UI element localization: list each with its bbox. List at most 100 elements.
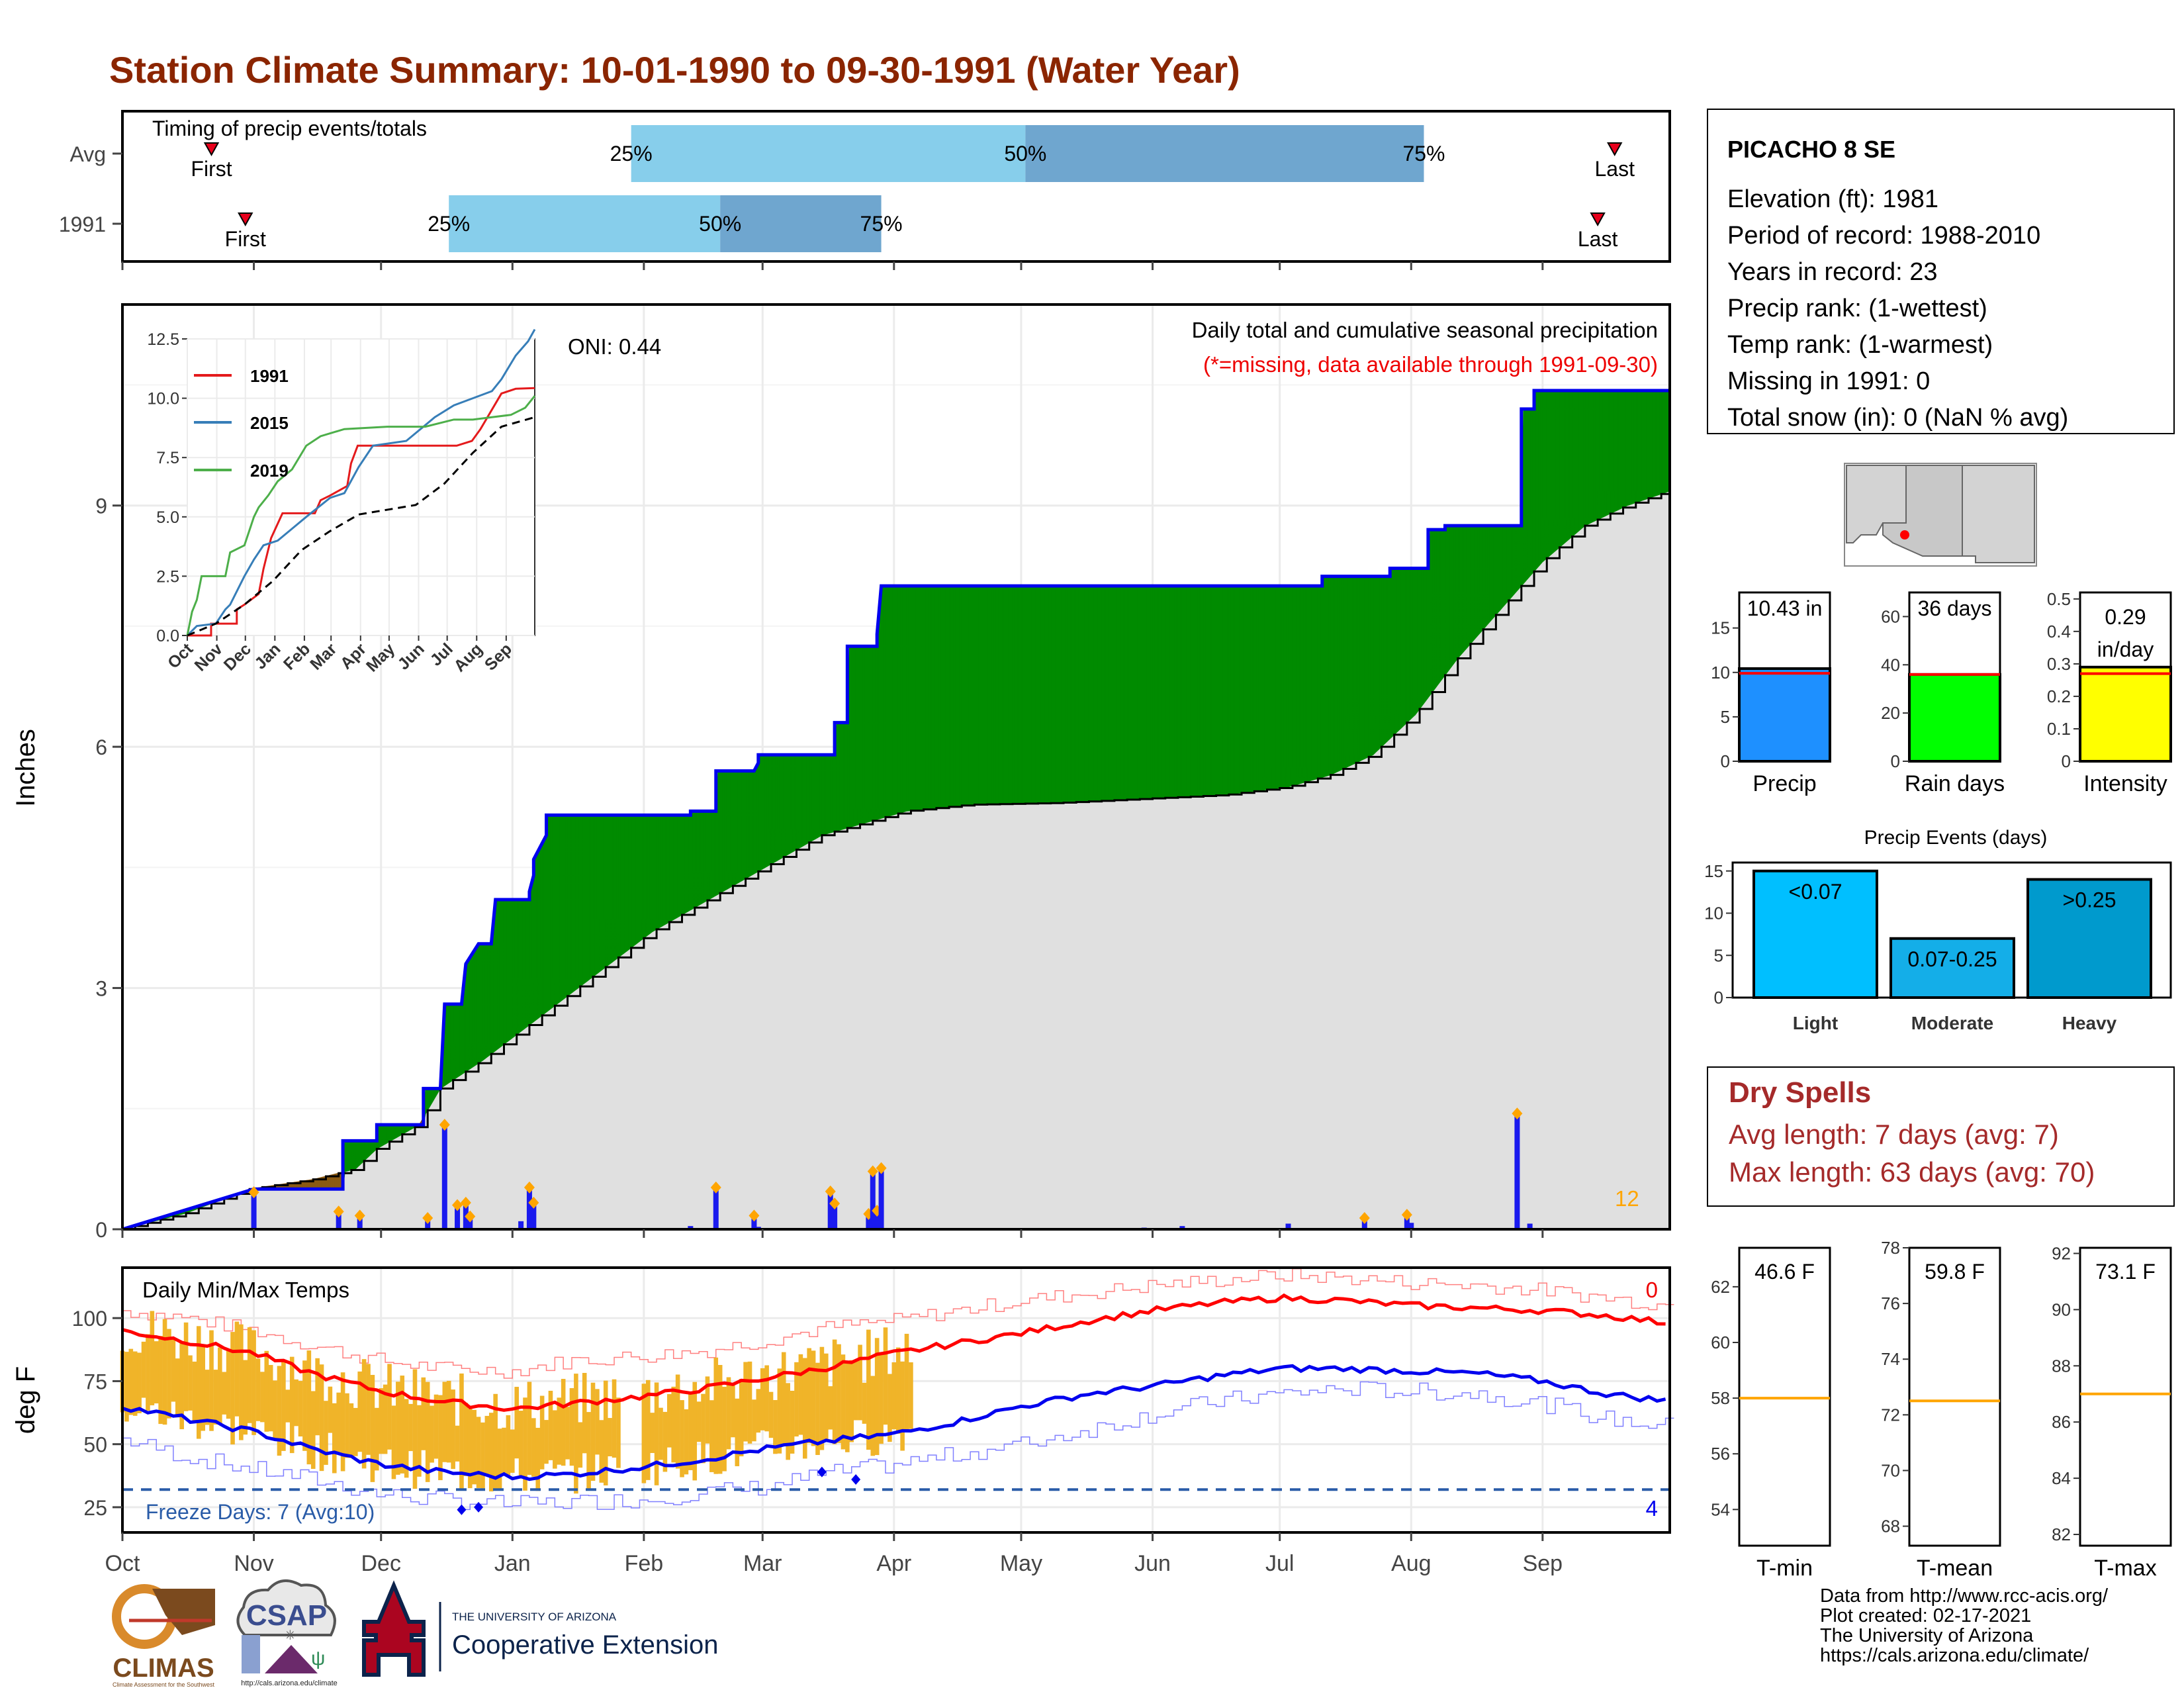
daily-temp-bar <box>463 1403 469 1476</box>
daily-precip-bar <box>878 1168 884 1229</box>
timing-row-label: 1991 <box>59 212 106 236</box>
daily-precip-marker <box>460 1196 471 1209</box>
freeze-days-label: Freeze Days: 7 (Avg:10) <box>146 1500 375 1524</box>
daily-precip-bar <box>1285 1223 1291 1229</box>
observed-cumulative-line <box>122 389 1670 1231</box>
daily-temp-bar <box>472 1409 477 1485</box>
daily-temp-bar <box>510 1429 515 1473</box>
daily-temp-bar <box>146 1334 150 1411</box>
daily-temp-bar <box>895 1347 901 1434</box>
daily-precip-bar <box>713 1187 719 1229</box>
daily-temp-bar <box>773 1399 778 1454</box>
inset-x-tick-label: May <box>363 639 398 675</box>
climas-logo-subtext: Climate Assessment for the Southwest <box>113 1681 215 1688</box>
freeze-day-marker <box>851 1474 861 1485</box>
month-label: Feb <box>625 1551 664 1576</box>
mini-value-label: 10.43 in <box>1747 596 1823 620</box>
daily-temp-bar <box>349 1403 354 1458</box>
daily-precip-marker <box>749 1209 760 1222</box>
inset-x-tick-label: Dec <box>220 639 255 674</box>
daily-temp-bar <box>196 1326 201 1439</box>
daily-precip-bar <box>531 1202 537 1229</box>
mountain-icon <box>265 1645 318 1673</box>
daily-temp-bar <box>802 1358 807 1459</box>
daily-temp-bar <box>379 1388 384 1454</box>
daily-temp-bar <box>243 1360 248 1435</box>
daily-precip-bar <box>526 1187 532 1229</box>
station-info-line: Years in record: 23 <box>1727 258 1938 286</box>
daily-temp-bar <box>891 1362 897 1430</box>
daily-temp-bar <box>226 1350 231 1419</box>
mini-value-unit: in/day <box>2097 637 2154 661</box>
station-name: PICACHO 8 SE <box>1727 136 1895 163</box>
climas-mesa-icon <box>152 1589 215 1635</box>
events-y-tick-label: 10 <box>1704 904 1723 923</box>
inset-y-tick-label: 2.5 <box>156 567 179 586</box>
station-info-box: PICACHO 8 SE Elevation (ft): 1981 Period … <box>1707 109 2175 434</box>
dry-spells-avg: Avg length: 7 days (avg: 7) <box>1729 1119 2059 1150</box>
daily-temp-bar <box>866 1329 871 1450</box>
daily-temp-bar <box>705 1376 710 1444</box>
daily-temp-bar <box>701 1393 705 1464</box>
daily-temp-bar <box>739 1379 744 1456</box>
daily-temp-bar <box>565 1407 570 1460</box>
events-y-tick-label: 0 <box>1714 988 1723 1008</box>
mini-y-tick-label: 0 <box>2062 751 2071 771</box>
temp-summary-y-tick-label: 54 <box>1711 1499 1730 1519</box>
daily-precip-bar <box>751 1215 757 1229</box>
daily-temp-bar <box>175 1358 180 1418</box>
last-event-marker-icon <box>1607 142 1623 157</box>
missing-count: 12 <box>1615 1186 1639 1211</box>
daily-temp-bar <box>654 1382 659 1485</box>
temp-y-tick-label: 50 <box>83 1433 107 1457</box>
mini-y-tick-label: 15 <box>1711 618 1730 638</box>
daily-precip-marker <box>354 1209 365 1222</box>
daily-precip-marker <box>867 1165 878 1178</box>
daily-temp-bar <box>883 1327 888 1425</box>
daily-temp-bar <box>675 1374 680 1469</box>
daily-temp-bar <box>298 1381 303 1437</box>
page-title: Station Climate Summary: 10-01-1990 to 0… <box>109 49 1240 91</box>
mini-y-tick-label: 5 <box>1721 707 1730 727</box>
daily-temp-bar <box>747 1361 752 1444</box>
timing-p25-label: 25% <box>428 212 470 236</box>
daily-temp-bar <box>641 1383 647 1483</box>
events-y-tick-label: 15 <box>1704 861 1723 881</box>
month-label: May <box>1000 1551 1042 1576</box>
station-location-marker <box>1900 530 1909 539</box>
inset-y-tick-label: 0.0 <box>156 627 179 645</box>
event-category-label: Light <box>1793 1013 1838 1033</box>
mini-value-label: 36 days <box>1917 596 1991 620</box>
daily-temp-bar <box>476 1417 481 1488</box>
daily-temp-bar <box>247 1327 252 1423</box>
daily-temp-bar <box>357 1371 363 1452</box>
mini-y-tick-label: 10 <box>1711 663 1730 682</box>
daily-temp-bar <box>608 1418 612 1456</box>
daily-temp-bar <box>862 1382 867 1424</box>
inset-legend-label: 2015 <box>250 413 289 433</box>
ua-small-text: THE UNIVERSITY OF ARIZONA <box>452 1611 617 1623</box>
daily-temp-bar <box>811 1350 816 1446</box>
daily-precip-bar <box>827 1191 833 1229</box>
mini-y-tick-label: 0.1 <box>2047 719 2071 739</box>
daily-temp-bar <box>124 1352 129 1422</box>
average-cumulative-line <box>122 492 1670 1231</box>
daily-temp-bar <box>514 1387 520 1459</box>
daily-precip-marker <box>523 1181 535 1194</box>
daily-temp-bar <box>158 1336 163 1425</box>
daily-temp-bar <box>659 1407 663 1460</box>
daily-temp-bar <box>858 1344 862 1421</box>
daily-temp-bar <box>798 1354 803 1435</box>
event-bar <box>1752 869 1878 999</box>
daily-temp-bar <box>781 1352 786 1444</box>
footer-credit-line: Data from http://www.rcc-acis.org/ <box>1820 1585 2109 1607</box>
temp-summary-y-tick-label: 76 <box>1881 1293 1900 1313</box>
oni-label: ONI: 0.44 <box>568 334 661 359</box>
temp-summary-y-tick-label: 74 <box>1881 1349 1900 1369</box>
daily-precip-marker <box>248 1186 259 1199</box>
daily-precip-bar <box>1527 1223 1533 1229</box>
precip-panel: Daily total and cumulative seasonal prec… <box>11 303 1671 1242</box>
inset-x-tick-label: Apr <box>337 639 370 673</box>
mini-category-label: Precip <box>1752 771 1816 796</box>
temp-y-label: deg F <box>11 1366 40 1434</box>
